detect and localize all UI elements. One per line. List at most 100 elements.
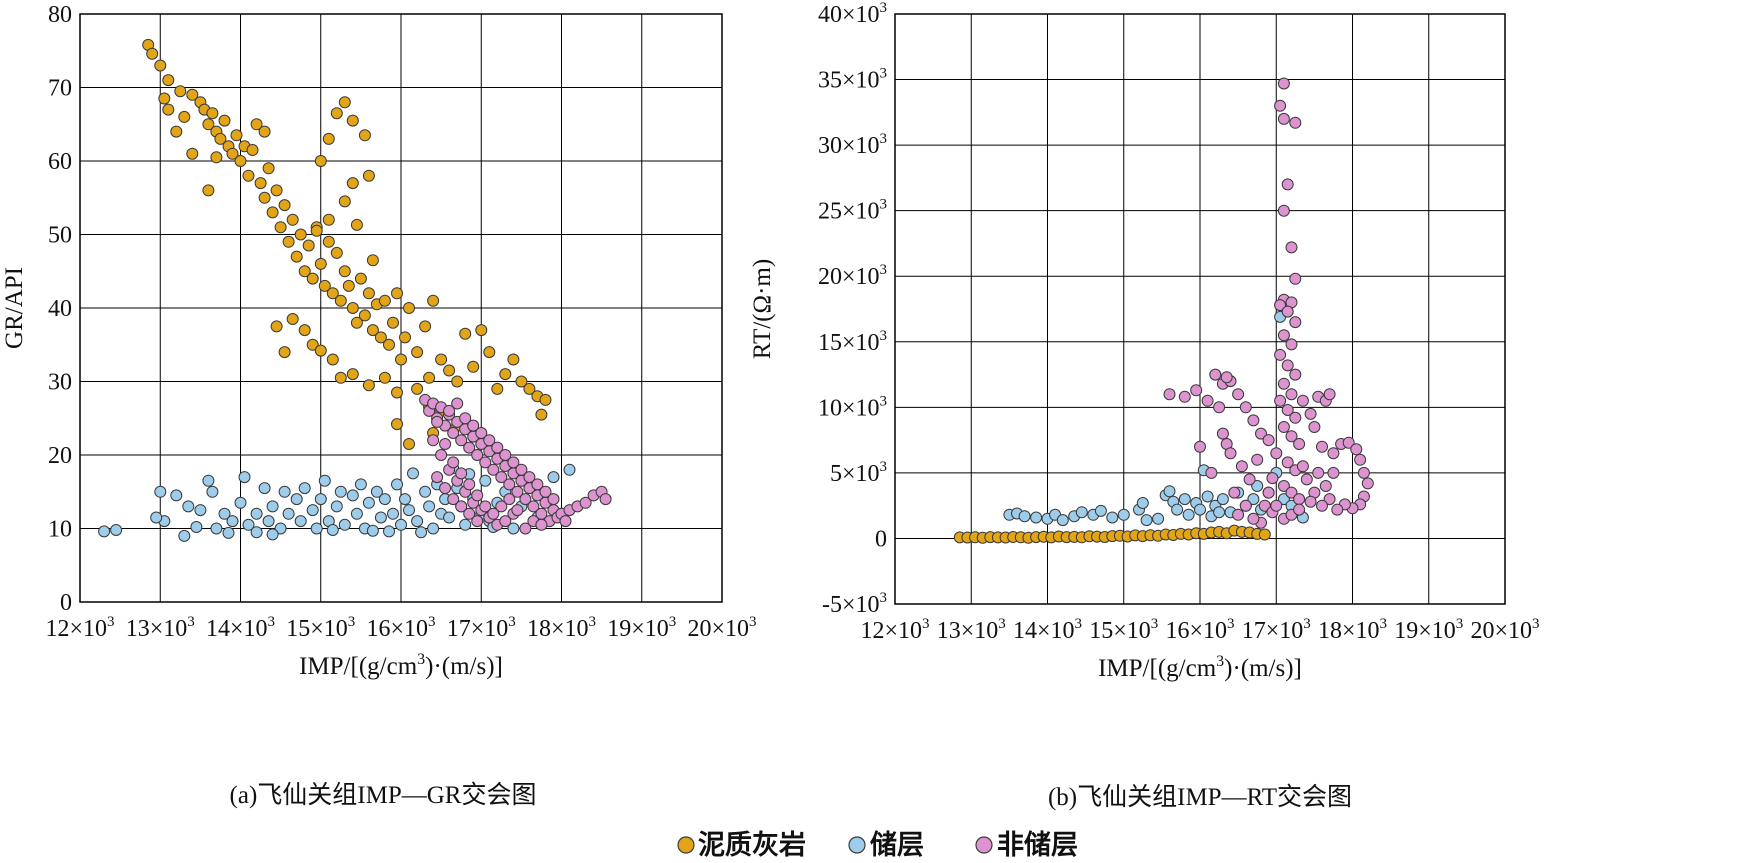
point-nonreservoir xyxy=(479,456,492,469)
point-reservoir xyxy=(258,482,271,495)
point-nonreservoir xyxy=(1342,436,1355,449)
point-reservoir xyxy=(262,515,275,528)
point-mudstone xyxy=(206,107,219,120)
point-reservoir xyxy=(1018,510,1031,523)
x-tick-label: 20×103 xyxy=(687,614,756,642)
point-nonreservoir xyxy=(499,515,512,528)
gridlines xyxy=(79,13,723,603)
point-mudstone xyxy=(322,132,335,145)
plot-frame xyxy=(79,13,723,603)
point-reservoir xyxy=(1194,503,1206,516)
point-nonreservoir xyxy=(527,500,540,513)
point-nonreservoir xyxy=(455,500,468,513)
point-mudstone xyxy=(523,382,536,395)
point-nonreservoir xyxy=(1277,204,1290,217)
point-reservoir xyxy=(1117,508,1130,521)
point-reservoir xyxy=(154,485,167,498)
point-nonreservoir xyxy=(531,478,544,491)
y-tick-label: 40 xyxy=(48,296,72,322)
point-nonreservoir xyxy=(503,478,516,491)
point-reservoir xyxy=(1152,512,1165,525)
point-reservoir xyxy=(1213,506,1226,519)
point-reservoir xyxy=(362,496,375,509)
point-mudstone xyxy=(467,360,480,373)
point-mudstone xyxy=(399,331,411,344)
legend-item-nonreservoir: 非储层 xyxy=(975,830,1078,860)
point-nonreservoir xyxy=(1281,305,1294,318)
point-nonreservoir xyxy=(463,441,476,454)
point-mudstone xyxy=(362,379,375,392)
point-mudstone xyxy=(346,177,359,190)
x-tick-label: 14×103 xyxy=(206,614,275,642)
point-nonreservoir xyxy=(1281,456,1294,469)
point-mudstone xyxy=(290,250,303,263)
point-reservoir xyxy=(326,524,339,536)
point-reservoir xyxy=(1182,508,1195,521)
point-nonreservoir xyxy=(439,482,452,495)
point-reservoir xyxy=(218,507,231,520)
point-mudstone xyxy=(346,114,359,127)
point-mudstone xyxy=(270,184,283,197)
point-reservoir xyxy=(98,525,111,538)
point-nonreservoir xyxy=(1274,348,1287,361)
point-mudstone xyxy=(423,371,436,384)
point-nonreservoir xyxy=(535,518,548,531)
legend-label-reservoir: 储层 xyxy=(870,830,924,860)
point-nonreservoir xyxy=(471,515,484,528)
point-reservoir xyxy=(182,500,195,513)
point-nonreservoir xyxy=(1255,427,1267,440)
point-nonreservoir xyxy=(1277,421,1290,433)
point-nonreservoir xyxy=(1327,466,1340,479)
point-mudstone xyxy=(391,287,403,300)
point-nonreservoir xyxy=(1277,377,1290,390)
point-reservoir xyxy=(1075,506,1088,519)
point-mudstone xyxy=(202,184,215,197)
point-mudstone xyxy=(451,375,464,388)
point-mudstone xyxy=(374,331,387,344)
point-nonreservoir xyxy=(499,449,512,461)
point-reservoir xyxy=(210,522,223,535)
point-reservoir xyxy=(1163,485,1176,498)
point-nonreservoir xyxy=(427,434,440,447)
point-mudstone xyxy=(411,346,424,359)
point-nonreservoir xyxy=(511,504,524,517)
point-mudstone xyxy=(250,118,263,131)
point-mudstone xyxy=(350,218,363,231)
point-nonreservoir xyxy=(1216,427,1229,440)
point-nonreservoir xyxy=(1251,453,1264,466)
y-tick-label: 15×103 xyxy=(818,328,887,356)
point-reservoir xyxy=(274,522,287,535)
point-reservoir xyxy=(547,471,560,484)
point-reservoir xyxy=(391,478,403,491)
point-mudstone xyxy=(310,224,323,237)
point-nonreservoir xyxy=(1293,438,1306,450)
point-nonreservoir xyxy=(523,471,536,484)
point-nonreservoir xyxy=(1190,384,1203,397)
point-nonreservoir xyxy=(1262,434,1275,447)
point-nonreservoir xyxy=(1277,480,1290,492)
point-mudstone xyxy=(338,265,351,278)
point-mudstone xyxy=(334,294,347,307)
point-nonreservoir xyxy=(1289,272,1302,285)
x-tick-label: 19×103 xyxy=(1394,616,1463,644)
point-nonreservoir xyxy=(519,522,532,535)
point-reservoir xyxy=(383,525,395,538)
point-nonreservoir xyxy=(1285,338,1298,351)
point-mudstone xyxy=(278,199,291,212)
x-tick-label: 18×103 xyxy=(527,614,596,642)
point-reservoir xyxy=(370,485,383,498)
point-reservoir xyxy=(411,515,424,528)
point-nonreservoir xyxy=(1323,388,1336,401)
caption-b: (b)飞仙关组IMP—RT交会图 xyxy=(1048,783,1352,811)
point-mudstone xyxy=(178,110,191,123)
legend-label-nonreservoir: 非储层 xyxy=(997,830,1078,860)
point-nonreservoir xyxy=(1293,503,1306,516)
point-nonreservoir xyxy=(439,438,452,450)
point-nonreservoir xyxy=(539,485,552,498)
point-nonreservoir xyxy=(1331,503,1344,516)
legend-item-mudstone: 泥质灰岩 xyxy=(677,830,806,860)
point-reservoir xyxy=(266,528,279,541)
point-reservoir xyxy=(310,522,323,535)
tick-labels: 12×103 13×103 14×103 15×103 16×103 17×103 18×1… xyxy=(45,2,756,642)
